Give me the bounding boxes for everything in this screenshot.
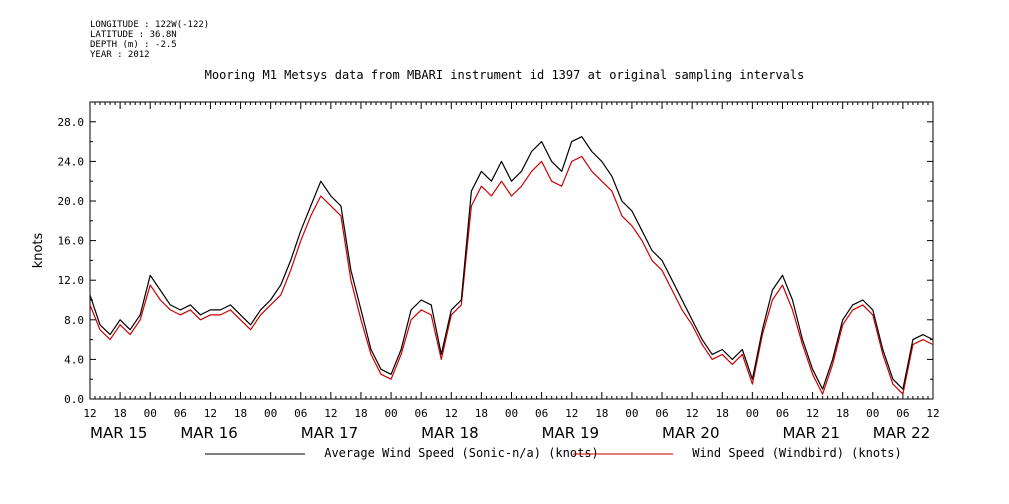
y-tick-label: 16.0 bbox=[58, 235, 85, 248]
y-tick-label: 28.0 bbox=[58, 116, 85, 129]
legend-red-line: Wind Speed (Windbird) (knots) bbox=[573, 446, 902, 461]
x-tick-label: 00 bbox=[264, 407, 277, 420]
y-tick-label: 12.0 bbox=[58, 274, 85, 287]
x-tick-label: 00 bbox=[746, 407, 759, 420]
x-tick-label: 12 bbox=[445, 407, 458, 420]
x-tick-label: 12 bbox=[686, 407, 699, 420]
x-tick-label: 18 bbox=[354, 407, 367, 420]
series-line-0 bbox=[89, 136, 934, 390]
metadata-block: LONGITUDE : 122W(-122) LATITUDE : 36.8N … bbox=[90, 20, 209, 60]
y-axis-label: knots bbox=[31, 232, 46, 268]
year-text: YEAR : 2012 bbox=[90, 50, 150, 60]
x-tick-label: 00 bbox=[866, 407, 879, 420]
x-tick-label: 06 bbox=[776, 407, 789, 420]
x-date-label: MAR 21 bbox=[782, 424, 839, 442]
x-date-label: MAR 22 bbox=[873, 424, 930, 442]
x-tick-label: 00 bbox=[505, 407, 518, 420]
y-tick-label: 8.0 bbox=[64, 314, 84, 327]
x-date-label: MAR 20 bbox=[662, 424, 719, 442]
y-tick-label: 20.0 bbox=[58, 195, 85, 208]
x-tick-label: 06 bbox=[415, 407, 428, 420]
legend-label-sonic: Average Wind Speed (Sonic-n/a) (knots) bbox=[324, 446, 599, 460]
x-tick-label: 18 bbox=[234, 407, 247, 420]
y-tick-label: 24.0 bbox=[58, 155, 85, 168]
x-tick-label: 12 bbox=[324, 407, 337, 420]
x-tick-label: 06 bbox=[896, 407, 909, 420]
x-date-label: MAR 17 bbox=[301, 424, 358, 442]
legend-black-swatch bbox=[205, 453, 305, 454]
x-tick-label: 18 bbox=[475, 407, 488, 420]
x-tick-label: 12 bbox=[806, 407, 819, 420]
x-date-label: MAR 16 bbox=[180, 424, 237, 442]
x-tick-label: 18 bbox=[716, 407, 729, 420]
legend-red-swatch bbox=[573, 453, 673, 454]
x-tick-label: 12 bbox=[83, 407, 96, 420]
legend-label-windbird: Wind Speed (Windbird) (knots) bbox=[692, 446, 902, 460]
chart-title: Mooring M1 Metsys data from MBARI instru… bbox=[204, 68, 805, 82]
x-tick-label: 06 bbox=[174, 407, 187, 420]
x-tick-label: 18 bbox=[113, 407, 126, 420]
x-tick-label: 18 bbox=[836, 407, 849, 420]
x-tick-label: 06 bbox=[655, 407, 668, 420]
x-tick-label: 00 bbox=[384, 407, 397, 420]
y-tick-label: 4.0 bbox=[64, 353, 84, 366]
latitude-text: LATITUDE : 36.8N bbox=[90, 30, 177, 40]
x-tick-label: 12 bbox=[926, 407, 939, 420]
x-date-label: MAR 18 bbox=[421, 424, 478, 442]
x-tick-label: 18 bbox=[595, 407, 608, 420]
x-tick-label: 12 bbox=[204, 407, 217, 420]
longitude-text: LONGITUDE : 122W(-122) bbox=[90, 20, 210, 30]
x-tick-label: 00 bbox=[144, 407, 157, 420]
x-date-label: MAR 15 bbox=[90, 424, 147, 442]
x-tick-label: 06 bbox=[294, 407, 307, 420]
series-line-1 bbox=[89, 155, 934, 395]
x-tick-label: 06 bbox=[535, 407, 548, 420]
plot-frame bbox=[89, 101, 934, 400]
legend-black-line: Average Wind Speed (Sonic-n/a) (knots) bbox=[205, 446, 599, 461]
depth-text: DEPTH (m) : -2.5 bbox=[90, 40, 177, 50]
y-tick-label: 0.0 bbox=[64, 393, 84, 406]
x-tick-label: 00 bbox=[625, 407, 638, 420]
x-date-label: MAR 19 bbox=[542, 424, 599, 442]
x-tick-label: 12 bbox=[565, 407, 578, 420]
